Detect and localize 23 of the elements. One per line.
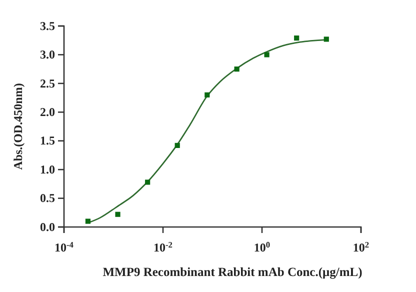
x-tick-label: 10$^{-2}$ [154,240,172,255]
y-tick-label: 2.0 [40,104,55,119]
point [115,212,120,217]
y-tick-label: 3.5 [40,18,55,33]
y-axis-title: Abs.(OD.450nm) [11,83,25,170]
y-tick-label: 2.5 [40,76,55,90]
x-axis-title: MMP9 Recombinant Rabbit mAb Conc.(μg/mL) [102,265,362,279]
point [324,36,329,42]
x-tick-label: 10$^{2}$ [352,240,370,255]
x-tick-label: 10$^{0}$ [254,240,270,255]
point [85,218,91,224]
x-tick-label: 10$^{-4}$ [54,240,74,255]
y-tick-label: 3.0 [40,48,55,62]
point [264,52,270,58]
y-tick-label: 1.5 [40,134,55,148]
point [145,180,150,185]
point [174,142,180,148]
y-tick-label: 0.5 [40,191,55,206]
point [204,92,210,98]
y-tick-label: 1.0 [40,162,55,176]
point [294,36,300,41]
y-tick-label: 0.0 [40,220,55,234]
point [234,66,240,72]
